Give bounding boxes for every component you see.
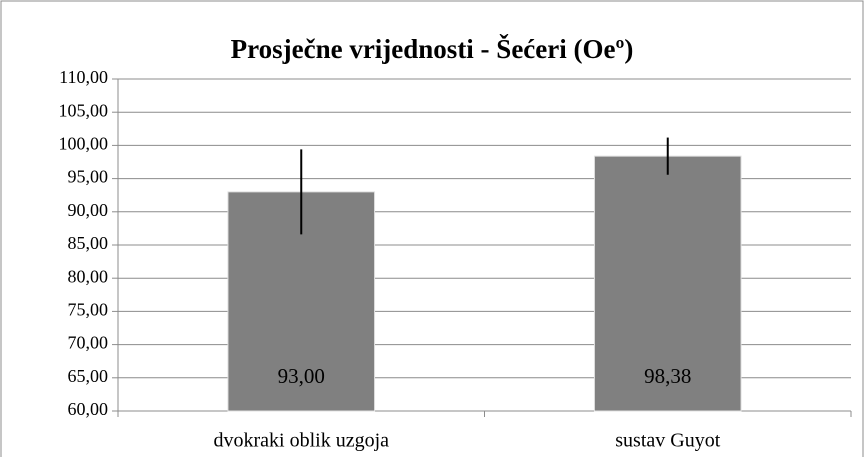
y-tick-label: 85,00	[68, 233, 109, 253]
y-tick-label: 90,00	[68, 200, 109, 220]
value-label: 98,38	[644, 364, 691, 388]
y-tick-label: 70,00	[68, 333, 109, 353]
chart-title: Prosječne vrijednosti - Šećeri (Oeº)	[231, 34, 634, 64]
value-label: 93,00	[278, 364, 325, 388]
y-tick-label: 100,00	[59, 134, 109, 154]
y-tick-label: 65,00	[68, 366, 109, 386]
y-tick-label: 95,00	[68, 167, 109, 187]
y-tick-label: 75,00	[68, 300, 109, 320]
bar	[593, 155, 742, 412]
x-tick-label: sustav Guyot	[615, 430, 720, 452]
y-tick-label: 60,00	[68, 399, 109, 419]
y-tick-label: 105,00	[59, 100, 109, 120]
y-tick-label: 80,00	[68, 266, 109, 286]
x-tick-label: dvokraki oblik uzgoja	[213, 430, 389, 452]
y-tick-label: 110,00	[59, 67, 108, 87]
